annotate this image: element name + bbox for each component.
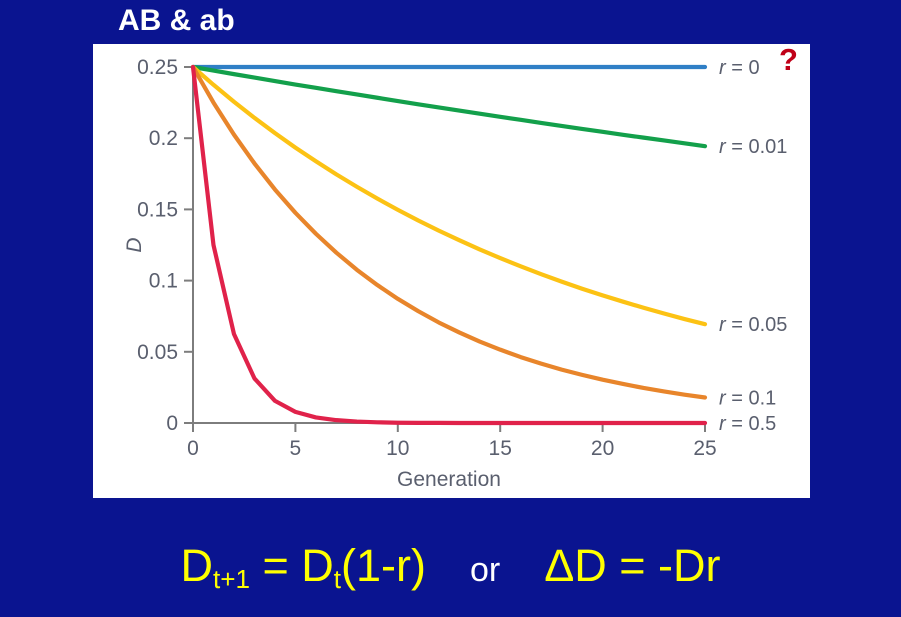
- y-tick-label: 0.2: [149, 127, 178, 150]
- formula-left-eq: = D: [249, 540, 334, 591]
- y-tick-label: 0.25: [137, 56, 178, 79]
- x-tick-label: 15: [489, 437, 512, 460]
- formula-left-sub2: t: [333, 564, 342, 595]
- formula-left-tail: (1-r): [341, 540, 426, 591]
- x-axis-group: 0 5 10 15 20 25: [187, 422, 717, 460]
- page-title: AB & ab: [118, 4, 235, 37]
- legend-label: r = 0: [719, 57, 760, 79]
- formula-left-base: D: [180, 540, 213, 591]
- formula-caption: Dt+1 = Dt(1-r) or ΔD = -Dr: [0, 540, 901, 595]
- legend-item: r = 0.5: [719, 413, 776, 435]
- formula-left: Dt+1 = Dt(1-r): [180, 540, 426, 595]
- chart-panel: 0 0.05 0.1 0.15 0.2 0.25 0 5 10 15 20 25 Generatio…: [93, 44, 810, 498]
- legend-item: r = 0.05: [719, 314, 787, 336]
- legend-label: r = 0.05: [719, 314, 787, 336]
- legend-item: r = 0.01: [719, 136, 787, 158]
- series-line: [190, 64, 708, 149]
- x-axis-label: Generation: [397, 468, 501, 491]
- question-mark-annotation: ?: [779, 42, 798, 77]
- y-axis-group: 0 0.05 0.1 0.15 0.2 0.25: [137, 56, 194, 435]
- series-line: [190, 64, 708, 426]
- data-series-group: [190, 64, 708, 426]
- y-tick-label: 0.05: [137, 341, 178, 364]
- y-tick-label: 0.15: [137, 198, 178, 221]
- legend-group: r = 0 r = 0.01 r = 0.05 r = 0.1 r = 0.5: [719, 57, 787, 435]
- legend-label: r = 0.5: [719, 413, 776, 435]
- series-line: [190, 64, 708, 400]
- x-tick-label: 5: [290, 437, 302, 460]
- y-tick-label: 0: [166, 412, 178, 435]
- y-axis-label: D: [123, 237, 146, 252]
- line-chart: 0 0.05 0.1 0.15 0.2 0.25 0 5 10 15 20 25 Generatio…: [123, 56, 787, 491]
- x-tick-label: 0: [187, 437, 199, 460]
- y-tick-label: 0.1: [149, 270, 178, 293]
- legend-label: r = 0.01: [719, 136, 787, 158]
- x-tick-label: 10: [386, 437, 409, 460]
- formula-connector: or: [469, 551, 501, 589]
- formula-right: ΔD = -Dr: [544, 540, 721, 591]
- legend-item: r = 0.1: [719, 388, 776, 410]
- formula-left-sub: t+1: [212, 564, 250, 595]
- x-tick-label: 25: [693, 437, 716, 460]
- legend-label: r = 0.1: [719, 388, 776, 410]
- series-line: [190, 64, 708, 327]
- legend-item: r = 0: [719, 57, 760, 79]
- x-tick-label: 20: [591, 437, 614, 460]
